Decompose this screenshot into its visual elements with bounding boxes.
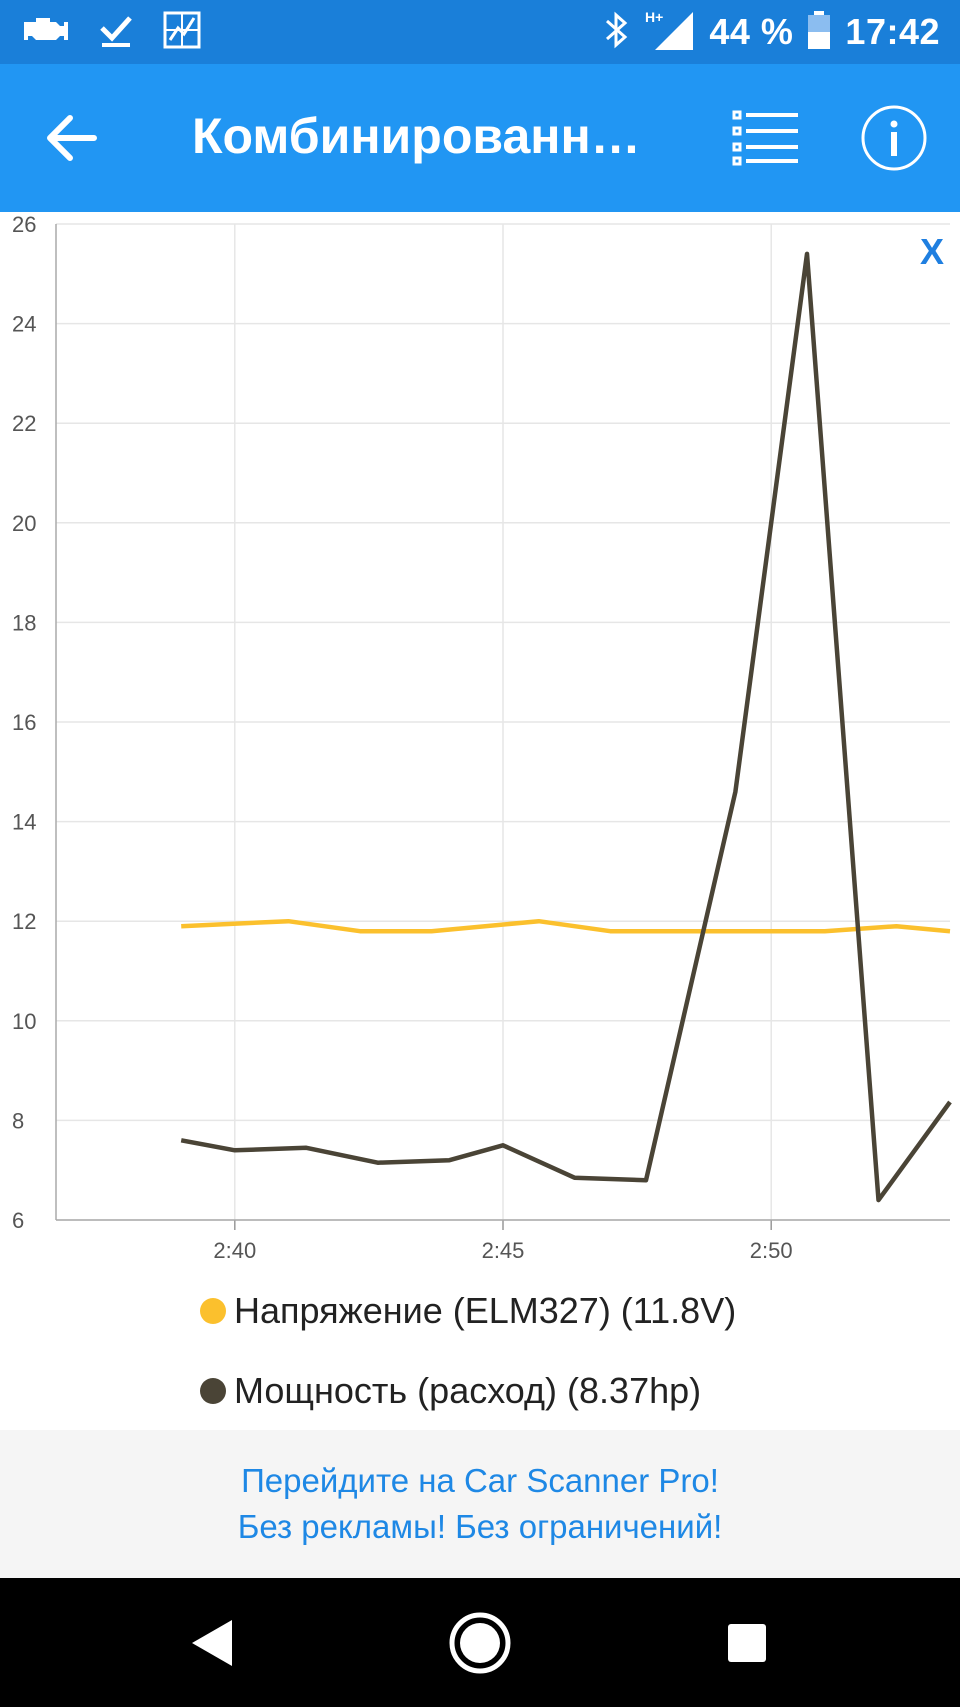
y-tick-label-12: 12 — [12, 909, 36, 934]
legend-item-power: Мощность (расход) (8.37hp) — [200, 1370, 701, 1412]
clock: 17:42 — [845, 11, 940, 52]
legend-label-power: Мощность (расход) (8.37hp) — [234, 1370, 702, 1411]
signal-icon: H+ — [645, 8, 695, 57]
y-tick-label-18: 18 — [12, 610, 36, 635]
status-bar: H+ 44 % 17:42 — [0, 0, 960, 64]
app-bar: Комбинированный график — [0, 64, 960, 212]
y-tick-label-20: 20 — [12, 511, 36, 536]
back-button[interactable] — [40, 106, 104, 170]
page-title: Комбинированный график — [192, 108, 682, 164]
x-tick-label-1: 2:45 — [482, 1238, 525, 1263]
network-type-label: H+ — [645, 9, 663, 25]
chart-svg: 6 8 10 12 14 16 18 20 22 24 26 2:40 2:45 2:50 — [12, 212, 952, 1263]
promo-line-1: Перейдите на Car Scanner Pro! — [241, 1462, 719, 1499]
back-arrow-icon — [40, 115, 104, 174]
y-tick-label-14: 14 — [12, 810, 36, 835]
bluetooth-icon — [603, 10, 631, 55]
scan-app-icon — [162, 10, 202, 55]
y-tick-label-8: 8 — [12, 1108, 24, 1133]
list-button[interactable] — [732, 108, 800, 168]
engine-check-icon — [22, 12, 70, 53]
battery-percent: 44 % — [709, 11, 794, 52]
y-tick-label-26: 26 — [12, 212, 36, 237]
nav-home-icon — [445, 1612, 515, 1682]
series-line-1 — [180, 251, 952, 1203]
legend-label-voltage: Напряжение (ELM327) (11.8V) — [234, 1290, 737, 1331]
nav-back-icon — [180, 1620, 250, 1682]
promo-line-2: Без рекламы! Без ограничений! — [237, 1508, 723, 1545]
legend-dot-voltage — [200, 1298, 226, 1324]
nav-home-button[interactable] — [445, 1608, 515, 1678]
series-line-0 — [181, 918, 951, 934]
legend-dot-power — [200, 1378, 226, 1404]
y-tick-label-22: 22 — [12, 411, 36, 436]
x-tick-label-0: 2:40 — [213, 1238, 256, 1263]
nav-recents-button[interactable] — [712, 1608, 782, 1678]
download-done-icon — [96, 10, 136, 55]
battery-icon — [807, 10, 831, 55]
promo-banner[interactable]: Перейдите на Car Scanner Pro! Без реклам… — [0, 1430, 960, 1578]
y-tick-label-16: 16 — [12, 710, 36, 735]
info-button[interactable] — [860, 104, 928, 172]
info-icon — [860, 105, 928, 176]
x-tick-label-2: 2:50 — [750, 1238, 793, 1263]
nav-recents-icon — [712, 1624, 782, 1682]
legend-item-voltage: Напряжение (ELM327) (11.8V) — [200, 1290, 736, 1332]
y-tick-label-24: 24 — [12, 312, 36, 337]
navigation-bar — [0, 1578, 960, 1707]
y-tick-label-10: 10 — [12, 1009, 36, 1034]
list-icon — [732, 110, 800, 172]
nav-back-button[interactable] — [180, 1608, 250, 1678]
close-chart-button[interactable]: X — [920, 231, 945, 272]
combined-chart: 6 8 10 12 14 16 18 20 22 24 26 2:40 2:45 2:50 X Напря… — [0, 212, 960, 1430]
y-tick-label-6: 6 — [12, 1208, 24, 1233]
